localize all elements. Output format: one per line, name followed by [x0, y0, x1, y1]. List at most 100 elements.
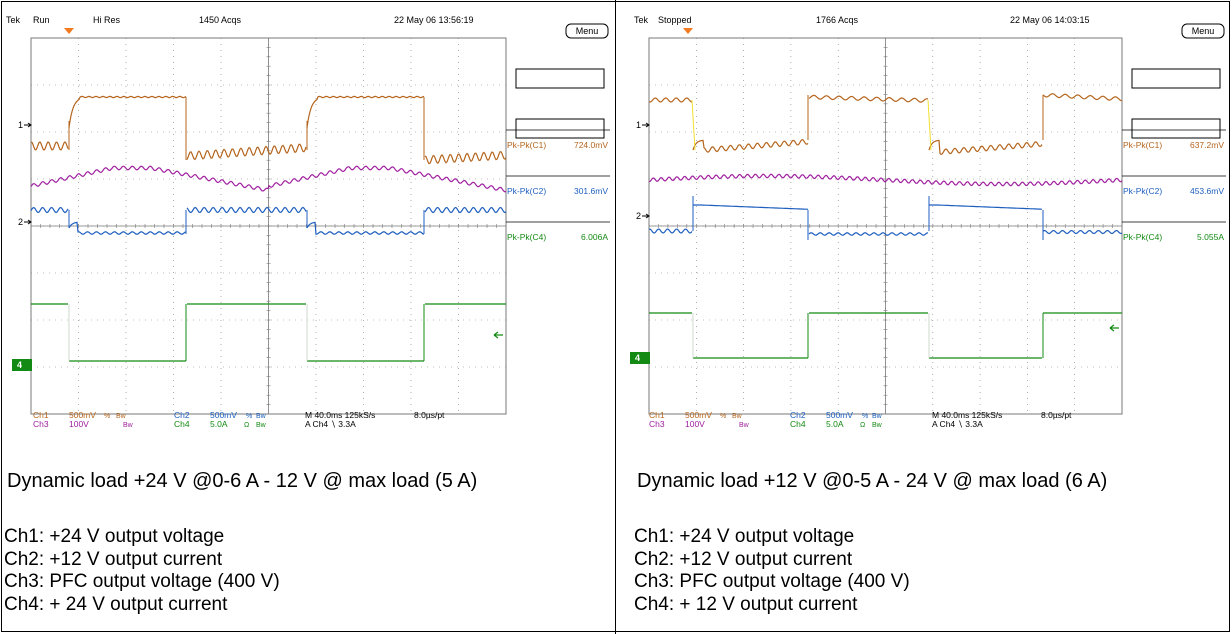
- channel-marker-m1: 1: [18, 120, 23, 130]
- ch2-trace: [30, 206, 69, 214]
- channel-marker-m2: 2: [18, 217, 23, 227]
- ch3-bw: Bw: [739, 422, 750, 429]
- ch1-trace: [186, 143, 307, 161]
- measurement-box-2: [1131, 118, 1221, 139]
- legend-ch2: Ch2: +12 V output current: [4, 548, 223, 570]
- ch1-edge: [927, 99, 932, 151]
- ch1-trace: [306, 95, 425, 128]
- measurements: Pk-Pk(C1) 637.2mV Pk-Pk(C2) 453.6mV Pk-Pk(C4…: [1122, 129, 1226, 242]
- ch1-bw: Bw: [116, 413, 127, 420]
- waveform-traces: [30, 95, 507, 362]
- menu-button-label[interactable]: Menu: [576, 26, 599, 36]
- measurement-label: Pk-Pk(C4): [1123, 232, 1162, 242]
- ch4-arrow-icon: [1109, 324, 1119, 332]
- ch3-scale: 100V: [685, 419, 705, 429]
- legend-ch3: Ch3: PFC output voltage (400 V): [634, 571, 910, 592]
- channel-legend: Ch1: +24 V output voltage Ch2: +12 V out…: [4, 526, 280, 616]
- right-panel: Tek Stopped 1766 Acqs 22 May 06 14:03:15…: [616, 0, 1231, 634]
- channel-marker-m2: 2: [636, 211, 641, 221]
- trigger-setting: A Ch4 ∖ 3.3A: [305, 419, 356, 429]
- trigger-position-icon: [64, 28, 74, 34]
- ch1-label: Ch1: [649, 410, 665, 420]
- legend-ch3: Ch3: PFC output voltage (400 V): [4, 571, 280, 592]
- measurement-label: Pk-Pk(C1): [507, 140, 546, 150]
- ch2-trace: [693, 204, 809, 210]
- measurement-value: 6.006A: [581, 232, 608, 242]
- channel-marker-m4: 4: [17, 360, 22, 370]
- ch1-scale: 500mV: [69, 410, 96, 420]
- channel-marker-m4: 4: [635, 353, 640, 363]
- measurement-value: 637.2mV: [1190, 140, 1224, 150]
- ch4-bw: Bw: [872, 422, 883, 429]
- measurement-box-2: [515, 118, 605, 139]
- measurement-label: Pk-Pk(C2): [1123, 186, 1162, 196]
- ch2-trace: [424, 206, 507, 214]
- measurement-box-1: [1131, 68, 1221, 89]
- ch1-scale: 500mV: [685, 410, 712, 420]
- ch1-bw: Bw: [732, 413, 743, 420]
- left-oscilloscope-screen: Tek Run Hi Res 1450 Acqs 22 May 06 13:56…: [6, 15, 610, 429]
- marker-arrow-icon: [642, 122, 650, 128]
- menu-button[interactable]: [1181, 23, 1225, 39]
- marker-arrow-icon: [24, 122, 32, 128]
- ch2-trace: [808, 232, 929, 236]
- ch2-trace: [1042, 230, 1123, 235]
- brand-label: Tek: [6, 15, 21, 25]
- ch3-label: Ch3: [33, 419, 49, 429]
- ch1-trace: [68, 95, 187, 128]
- channel-marker-m1: 1: [636, 120, 641, 130]
- menu-button-label[interactable]: Menu: [1192, 26, 1215, 36]
- acq-mode: Hi Res: [93, 15, 121, 25]
- ch4-label: Ch4: [790, 419, 806, 429]
- caption: Dynamic load +12 V @0-5 A - 24 V @ max l…: [637, 470, 1108, 492]
- ch1-trace: [424, 151, 507, 165]
- ch1-trace: [692, 139, 809, 153]
- ch1-pct: %: [720, 413, 726, 420]
- measurements: Pk-Pk(C1) 724.0mV Pk-Pk(C2) 301.6mV Pk-Pk(C4…: [506, 129, 610, 242]
- ch3-trace: [30, 165, 507, 193]
- ch4-marker-badge: [12, 359, 32, 371]
- date-time: 22 May 06 13:56:19: [394, 15, 474, 25]
- ch1-edge: [691, 99, 696, 151]
- ch4-ohm: Ω: [244, 422, 249, 429]
- legend-ch1: Ch1: +24 V output voltage: [634, 526, 855, 547]
- point-rate: 8.0µs/pt: [1041, 410, 1072, 420]
- ch2-label: Ch2: [790, 410, 806, 420]
- date-time: 22 May 06 14:03:15: [1010, 15, 1090, 25]
- ch1-trace: [30, 141, 69, 151]
- legend-ch1: Ch1: +24 V output voltage: [4, 526, 225, 547]
- menu-button[interactable]: [565, 23, 609, 39]
- ch2-trace: [68, 221, 187, 235]
- marker-arrow-icon: [642, 213, 650, 219]
- graticule: [648, 37, 1123, 415]
- ch2-bw: Bw: [872, 413, 883, 420]
- measurement-box-1: [515, 68, 605, 89]
- ch2-scale: 500mV: [210, 410, 237, 420]
- ch3-label: Ch3: [649, 419, 665, 429]
- legend-ch2: Ch2: +12 V output current: [634, 548, 853, 570]
- legend-ch4: Ch4: + 12 V output current: [634, 593, 858, 615]
- ch1-pct: %: [104, 413, 110, 420]
- ch4-bw: Bw: [256, 422, 267, 429]
- ch2-pct: %: [862, 413, 868, 420]
- ch3-trace: [648, 173, 1123, 187]
- measurement-value: 301.6mV: [574, 186, 608, 196]
- measurement-label: Pk-Pk(C2): [507, 186, 546, 196]
- acq-count: 1450 Acqs: [199, 15, 242, 25]
- measurement-value: 453.6mV: [1190, 186, 1224, 196]
- ch1-trace: [928, 139, 1043, 155]
- legend-ch4: Ch4: + 24 V output current: [4, 593, 228, 615]
- left-panel: Tek Run Hi Res 1450 Acqs 22 May 06 13:56…: [0, 0, 615, 634]
- ch1-label: Ch1: [33, 410, 49, 420]
- waveform-traces: [648, 93, 1123, 359]
- ch2-bw: Bw: [256, 413, 267, 420]
- channel-settings: Ch1 500mV Ch3 100V % Bw Bw Ch2 500mV Ch4…: [649, 410, 1072, 429]
- ch4-label: Ch4: [174, 419, 190, 429]
- timebase: M 40.0ms 125kS/s: [932, 410, 1002, 420]
- ch2-trace: [186, 206, 307, 214]
- ch2-trace: [929, 204, 1042, 210]
- ch4-ohm: Ω: [860, 422, 865, 429]
- measurement-value: 724.0mV: [574, 140, 608, 150]
- acq-count: 1766 Acqs: [816, 15, 859, 25]
- ch1-trace: [1042, 93, 1123, 102]
